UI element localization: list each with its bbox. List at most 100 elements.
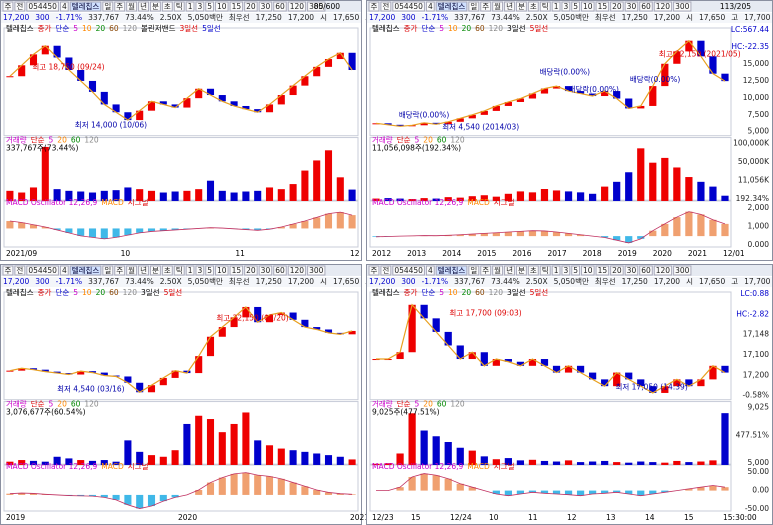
toolbar-button[interactable]: 5 xyxy=(207,266,212,275)
toolbar-button[interactable]: 4 xyxy=(428,2,433,11)
quote-field: 337,767 xyxy=(88,13,119,22)
toolbar-button[interactable]: 30 xyxy=(261,266,271,275)
toolbar-button[interactable]: 월 xyxy=(494,1,501,11)
toolbar-button[interactable]: 전 xyxy=(16,1,23,11)
toolbar-button[interactable]: 전 xyxy=(382,265,389,275)
toolbar-button[interactable]: 일 xyxy=(470,2,477,11)
toolbar-button[interactable]: 초 xyxy=(164,2,171,11)
quote-field: 17,200 xyxy=(288,277,314,286)
toolbar-button[interactable]: 300 xyxy=(675,266,690,275)
toolbar-button[interactable]: 월 xyxy=(128,1,135,11)
quote-field: 최우선 xyxy=(595,276,616,286)
toolbar-button[interactable]: 텔레칩스 xyxy=(438,2,466,11)
toolbar-button[interactable]: 전 xyxy=(382,1,389,11)
toolbar-button[interactable]: 분 xyxy=(152,2,159,11)
toolbar-button[interactable]: 분 xyxy=(152,266,159,275)
toolbar-button[interactable]: 주 xyxy=(371,2,378,11)
toolbar-button[interactable]: 120 xyxy=(656,2,671,11)
toolbar-button[interactable]: 주 xyxy=(116,266,123,275)
toolbar-button[interactable]: 15 xyxy=(232,2,242,11)
toolbar-button[interactable]: 주 xyxy=(5,266,12,275)
toolbar-button[interactable]: 120 xyxy=(290,2,305,11)
toolbar-button[interactable]: 120 xyxy=(656,266,671,275)
toolbar-button[interactable]: 분 xyxy=(518,2,525,11)
toolbar-button[interactable]: 4 xyxy=(428,266,433,275)
stock-code[interactable]: 054450 xyxy=(394,266,423,275)
toolbar-button[interactable]: 전 xyxy=(16,265,23,275)
toolbar-button[interactable]: 초 xyxy=(530,266,537,275)
toolbar-button[interactable]: 1 xyxy=(554,2,559,11)
toolbar-button[interactable]: 주 xyxy=(482,2,489,11)
toolbar-button[interactable]: 3 xyxy=(197,2,202,11)
toolbar-button[interactable]: 3 xyxy=(563,2,568,11)
toolbar-button[interactable]: 월 xyxy=(494,265,501,275)
button-box xyxy=(205,1,215,12)
toolbar-button[interactable]: 60 xyxy=(275,2,285,11)
toolbar-button[interactable]: 초 xyxy=(164,266,171,275)
toolbar-button[interactable]: 60 xyxy=(641,2,651,11)
toolbar-button[interactable]: 일 xyxy=(104,266,111,275)
toolbar-button[interactable]: 300 xyxy=(309,266,324,275)
toolbar-button[interactable]: 월 xyxy=(128,265,135,275)
toolbar-button[interactable]: 년 xyxy=(140,265,147,275)
toolbar-button[interactable]: 5 xyxy=(573,266,578,275)
toolbar-button[interactable]: 초 xyxy=(530,2,537,11)
toolbar-button[interactable]: 년 xyxy=(140,1,147,11)
toolbar-button[interactable]: 20 xyxy=(612,266,622,275)
toolbar-button[interactable]: 10 xyxy=(217,2,227,11)
toolbar-button[interactable]: 10 xyxy=(217,266,227,275)
toolbar-button[interactable]: 300 xyxy=(675,2,690,11)
stock-code[interactable]: 054450 xyxy=(394,2,423,11)
toolbar-button[interactable]: 1 xyxy=(554,266,559,275)
toolbar-button[interactable]: 틱 xyxy=(542,1,549,11)
toolbar-button[interactable]: 분 xyxy=(518,266,525,275)
toolbar-button[interactable]: 20 xyxy=(612,2,622,11)
toolbar-button[interactable]: 년 xyxy=(506,265,513,275)
volume-bar xyxy=(709,460,717,465)
toolbar-button[interactable]: 15 xyxy=(598,266,608,275)
toolbar-button[interactable]: 30 xyxy=(627,2,637,11)
toolbar-button[interactable]: 1 xyxy=(188,2,193,11)
legend-item: 종가 xyxy=(38,288,52,297)
toolbar-button[interactable]: 10 xyxy=(583,266,593,275)
toolbar-button[interactable]: 주 xyxy=(371,266,378,275)
macd-bar xyxy=(601,490,609,494)
toolbar-button[interactable]: 텔레칩스 xyxy=(72,266,100,275)
pane xyxy=(369,137,732,202)
toolbar-button[interactable]: 20 xyxy=(246,266,256,275)
toolbar-button[interactable]: 일 xyxy=(104,2,111,11)
window-frame xyxy=(0,264,362,525)
toolbar-button[interactable]: 3 xyxy=(563,266,568,275)
toolbar-button[interactable]: 5 xyxy=(207,2,212,11)
toolbar-button[interactable]: 5 xyxy=(573,2,578,11)
candle xyxy=(65,57,73,70)
toolbar-button[interactable]: 15 xyxy=(598,2,608,11)
toolbar-button[interactable]: 30 xyxy=(627,266,637,275)
toolbar-button[interactable]: 텔레칩스 xyxy=(72,2,100,11)
toolbar-button[interactable]: 틱 xyxy=(176,1,183,11)
toolbar-button[interactable]: 4 xyxy=(62,266,67,275)
volume-value: 337,767주(73.44%) xyxy=(6,144,78,153)
toolbar-button[interactable]: 3 xyxy=(197,266,202,275)
stock-code[interactable]: 054450 xyxy=(28,2,57,11)
toolbar-button[interactable]: 일 xyxy=(470,266,477,275)
toolbar-button[interactable]: 30 xyxy=(261,2,271,11)
stock-code[interactable]: 054450 xyxy=(28,266,57,275)
toolbar-button[interactable]: 300 xyxy=(309,2,324,11)
toolbar-button[interactable]: 텔레칩스 xyxy=(438,266,466,275)
toolbar-button[interactable]: 주 xyxy=(482,266,489,275)
toolbar-button[interactable]: 15 xyxy=(232,266,242,275)
toolbar-button[interactable]: 주 xyxy=(116,2,123,11)
toolbar-button[interactable]: 60 xyxy=(275,266,285,275)
toolbar-button[interactable]: 120 xyxy=(290,266,305,275)
toolbar-button[interactable]: 20 xyxy=(246,2,256,11)
toolbar-button[interactable]: 4 xyxy=(62,2,67,11)
toolbar-button[interactable]: 틱 xyxy=(176,265,183,275)
toolbar-button[interactable]: 60 xyxy=(641,266,651,275)
toolbar-button[interactable]: 10 xyxy=(583,2,593,11)
toolbar-button[interactable]: 년 xyxy=(506,1,513,11)
toolbar-button[interactable]: 1 xyxy=(188,266,193,275)
toolbar-button[interactable]: 틱 xyxy=(542,265,549,275)
quote-field: 최우선 xyxy=(229,12,250,22)
toolbar-button[interactable]: 주 xyxy=(5,2,12,11)
